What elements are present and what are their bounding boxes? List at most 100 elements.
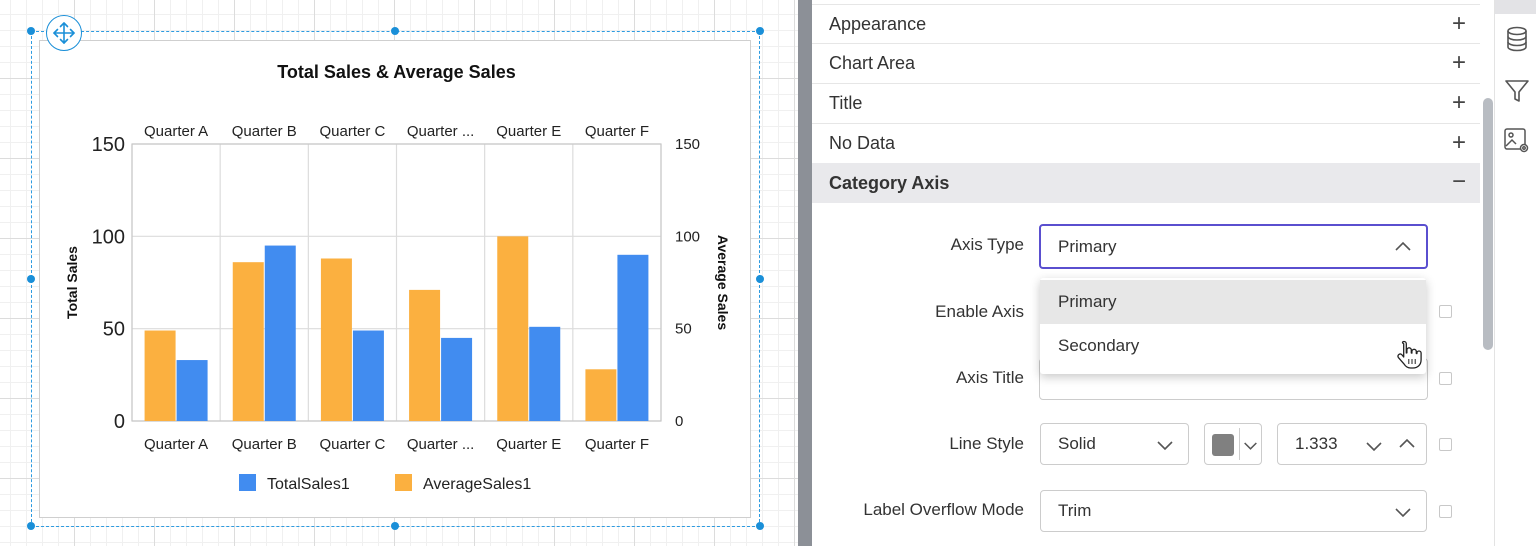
label-overflow-dropdown[interactable]: Trim xyxy=(1040,490,1427,532)
section-label: Chart Area xyxy=(829,53,916,73)
right-tool-rail xyxy=(1494,0,1536,546)
bar-totalsales1-4 xyxy=(529,326,561,421)
bar-totalsales1-2 xyxy=(352,330,384,421)
expand-plus-icon[interactable]: + xyxy=(1451,10,1466,37)
rail-active-tab[interactable] xyxy=(1495,0,1536,14)
x-tick-label-top: Quarter C xyxy=(319,123,385,140)
design-canvas[interactable]: Total Sales & Average Sales 0 50 100 150 0 50 1… xyxy=(0,0,798,546)
line-width-stepper[interactable]: 1.333 xyxy=(1277,423,1427,465)
x-tick-label-bottom: Quarter E xyxy=(496,436,561,453)
axis-title-checkbox[interactable] xyxy=(1439,372,1452,385)
x-tick-label-top: Quarter E xyxy=(496,123,561,140)
chevron-up-icon[interactable] xyxy=(1398,435,1416,453)
plot-area-border xyxy=(131,143,662,422)
axis-title-label: Axis Title xyxy=(955,368,1024,387)
bar-totalsales1-5 xyxy=(617,254,649,421)
line-width-value: 1.333 xyxy=(1295,434,1338,453)
bar-averagesales1-2 xyxy=(320,258,352,421)
section-chart-area[interactable]: Chart Area + xyxy=(812,44,1480,84)
legend-swatch-averagesales1 xyxy=(395,474,412,491)
resize-handle-top-left[interactable] xyxy=(27,27,35,35)
section-category-axis[interactable]: Category Axis − xyxy=(812,163,1480,203)
y-axis-title: Total Sales xyxy=(64,246,80,319)
resize-handle-right[interactable] xyxy=(756,275,764,283)
bar-totalsales1-1 xyxy=(264,245,296,421)
y-tick-label: 0 xyxy=(114,411,125,433)
y2-tick-label: 150 xyxy=(675,136,700,153)
x-tick-label-top: Quarter ... xyxy=(407,123,475,140)
legend-label-totalsales1: TotalSales1 xyxy=(267,476,350,493)
chevron-down-icon xyxy=(1395,508,1411,518)
section-label: Title xyxy=(829,93,863,113)
resize-handle-bottom[interactable] xyxy=(391,522,399,530)
resize-handle-top[interactable] xyxy=(391,27,399,35)
panel-splitter[interactable] xyxy=(798,0,812,546)
section-no-data[interactable]: No Data + xyxy=(812,124,1480,164)
x-tick-label-bottom: Quarter F xyxy=(585,436,649,453)
bar-totalsales1-0 xyxy=(176,360,208,421)
option-primary[interactable]: Primary xyxy=(1040,280,1426,324)
filter-icon[interactable] xyxy=(1503,77,1531,105)
line-style-value: Solid xyxy=(1058,434,1096,453)
x-tick-label-top: Quarter F xyxy=(585,123,649,140)
axis-type-popup: Primary Secondary xyxy=(1040,278,1426,374)
collapse-minus-icon[interactable]: − xyxy=(1451,168,1466,195)
resize-handle-bottom-left[interactable] xyxy=(27,522,35,530)
y-tick-label: 100 xyxy=(92,226,125,248)
line-color-picker[interactable] xyxy=(1204,423,1262,465)
label-overflow-value: Trim xyxy=(1058,501,1092,520)
chevron-down-icon[interactable] xyxy=(1243,438,1258,453)
image-settings-icon[interactable] xyxy=(1503,127,1531,155)
y-tick-label: 50 xyxy=(103,319,125,341)
section-title[interactable]: Title + xyxy=(812,84,1480,124)
axis-type-label: Axis Type xyxy=(950,235,1024,254)
x-tick-label-top: Quarter B xyxy=(232,123,297,140)
line-style-checkbox[interactable] xyxy=(1439,438,1452,451)
database-icon[interactable] xyxy=(1503,25,1531,53)
x-tick-label-bottom: Quarter A xyxy=(144,436,208,453)
y2-tick-label: 50 xyxy=(675,321,692,338)
y2-tick-label: 100 xyxy=(675,228,700,245)
hand-pointer-icon xyxy=(1397,340,1422,369)
y-tick-label: 150 xyxy=(92,134,125,156)
x-tick-label-bottom: Quarter ... xyxy=(407,436,475,453)
section-label: Category Axis xyxy=(829,172,950,193)
label-overflow-checkbox[interactable] xyxy=(1439,505,1452,518)
axis-type-value: Primary xyxy=(1058,236,1117,256)
chevron-up-icon xyxy=(1395,241,1411,251)
axis-type-dropdown[interactable]: Primary xyxy=(1039,224,1428,269)
expand-plus-icon[interactable]: + xyxy=(1451,129,1466,156)
section-label: Appearance xyxy=(829,13,927,34)
expand-plus-icon[interactable]: + xyxy=(1451,89,1466,116)
label-overflow-label: Label Overflow Mode xyxy=(863,500,1024,519)
section-appearance[interactable]: Appearance + xyxy=(812,4,1480,44)
chart-title: Total Sales & Average Sales xyxy=(277,62,515,82)
chart-widget[interactable]: Total Sales & Average Sales 0 50 100 150 0 50 1… xyxy=(39,40,751,518)
expand-plus-icon[interactable]: + xyxy=(1451,49,1466,76)
panel-scrollbar-thumb[interactable] xyxy=(1483,98,1493,350)
enable-axis-checkbox[interactable] xyxy=(1439,305,1452,318)
chart-svg: Total Sales & Average Sales 0 50 100 150 0 50 1… xyxy=(64,62,731,493)
x-tick-label-bottom: Quarter B xyxy=(232,436,297,453)
bar-totalsales1-3 xyxy=(441,337,473,421)
resize-handle-left[interactable] xyxy=(27,275,35,283)
picker-divider xyxy=(1239,428,1240,460)
bar-averagesales1-3 xyxy=(409,289,441,421)
bar-averagesales1-4 xyxy=(497,236,529,421)
y2-axis-title: Average Sales xyxy=(715,235,731,330)
y2-tick-label: 0 xyxy=(675,413,683,430)
resize-handle-bottom-right[interactable] xyxy=(756,522,764,530)
line-style-label: Line Style xyxy=(949,434,1024,453)
section-label: No Data xyxy=(829,133,896,153)
x-tick-label-top: Quarter A xyxy=(144,123,208,140)
move-arrows-icon[interactable] xyxy=(46,15,82,51)
bar-averagesales1-1 xyxy=(232,262,264,421)
chevron-down-icon[interactable] xyxy=(1365,437,1383,455)
line-style-dropdown[interactable]: Solid xyxy=(1040,423,1189,465)
resize-handle-top-right[interactable] xyxy=(756,27,764,35)
properties-panel: Appearance + Chart Area + Title + No Dat… xyxy=(812,0,1480,546)
x-tick-label-bottom: Quarter C xyxy=(319,436,385,453)
enable-axis-label: Enable Axis xyxy=(935,302,1024,321)
color-swatch xyxy=(1212,434,1234,456)
option-secondary[interactable]: Secondary xyxy=(1058,336,1140,355)
